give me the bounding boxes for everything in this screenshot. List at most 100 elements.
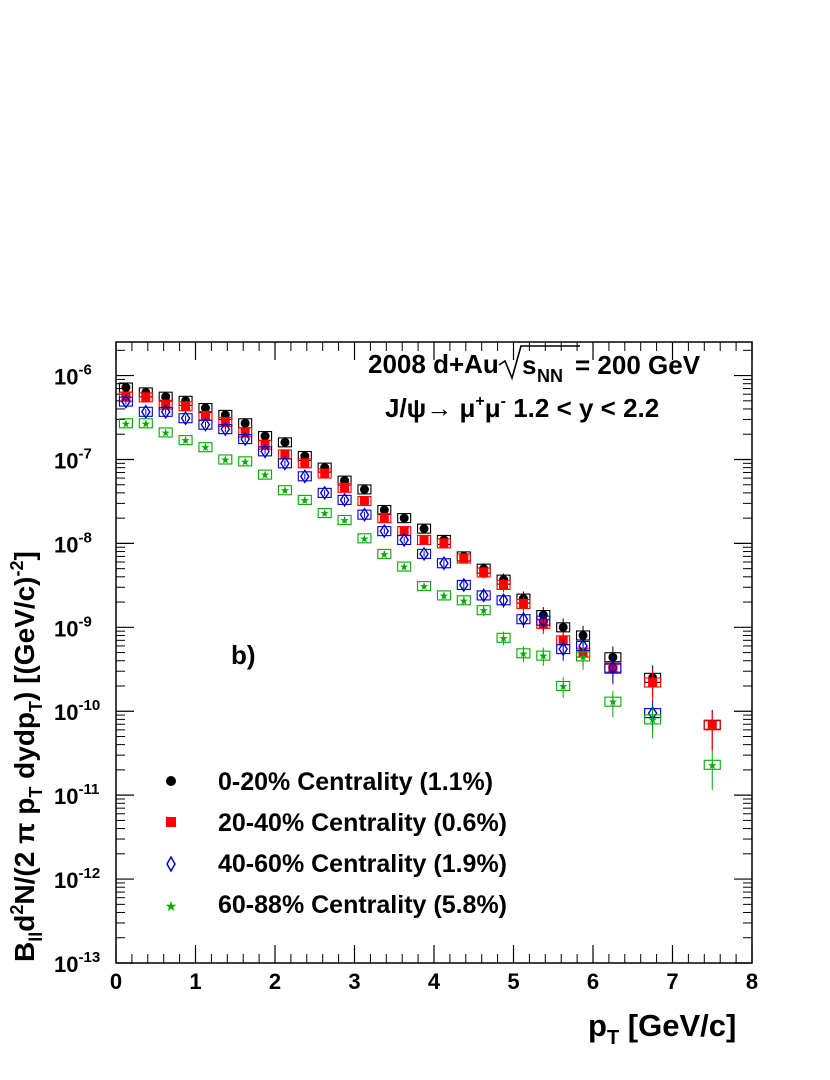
data-point — [200, 411, 210, 421]
x-tick-label: 6 — [587, 969, 599, 994]
systematic-box — [536, 650, 551, 661]
data-point: ★ — [519, 648, 529, 660]
data-point — [220, 421, 231, 437]
systematic-box — [516, 648, 531, 659]
data-point — [280, 456, 290, 471]
data-point: ★ — [340, 515, 350, 527]
y-tick-label: 10-13 — [54, 949, 100, 977]
data-point: ★ — [419, 581, 429, 593]
data-point — [538, 613, 549, 628]
systematic-box — [317, 507, 332, 519]
data-point: ★ — [320, 508, 330, 520]
data-point — [121, 383, 131, 393]
x-tick-label: 4 — [428, 969, 441, 994]
data-point — [379, 523, 390, 539]
data-point: ★ — [399, 562, 409, 574]
legend-entry-40-60: 40-60% Centrality (1.9%) — [166, 850, 507, 878]
systematic-box — [337, 494, 352, 505]
data-point: ★ — [439, 590, 449, 602]
x-tick-label: 7 — [666, 969, 678, 994]
data-point — [498, 593, 509, 608]
data-point — [280, 449, 290, 459]
systematic-box — [297, 471, 312, 482]
chart-title-sqrt: s — [522, 350, 536, 380]
legend-marker-diamond-icon — [166, 855, 176, 873]
data-point — [458, 577, 469, 593]
data-point — [399, 526, 409, 536]
data-point — [181, 401, 191, 411]
data-point — [359, 484, 369, 494]
data-point — [499, 580, 509, 590]
chart-title-line2: J/ψ→ μ+μ- 1.2 < y < 2.2 — [385, 393, 659, 423]
data-point: ★ — [141, 418, 151, 430]
data-point: ★ — [240, 456, 250, 468]
data-point: ★ — [558, 681, 568, 693]
data-point: ★ — [648, 714, 658, 726]
systematic-box — [138, 418, 153, 429]
data-point — [518, 611, 529, 627]
systematic-box — [436, 590, 451, 601]
data-point — [707, 720, 717, 730]
data-point: ★ — [379, 549, 389, 561]
data-point — [200, 403, 210, 413]
data-point — [439, 538, 449, 548]
data-point — [648, 678, 658, 688]
data-point — [180, 410, 191, 426]
systematic-box — [258, 469, 273, 480]
x-tick-label: 1 — [189, 969, 201, 994]
legend-marker-circle-icon — [166, 776, 176, 786]
systematic-box — [258, 446, 273, 457]
data-point — [459, 554, 469, 564]
systematic-box — [218, 454, 233, 465]
systematic-box — [556, 680, 571, 692]
legend-label-0-20: 0-20% Centrality (1.1%) — [218, 768, 493, 796]
data-point — [260, 431, 270, 441]
x-tick-label: 3 — [348, 969, 360, 994]
data-point — [141, 392, 151, 402]
data-point — [558, 641, 569, 657]
data-point — [121, 394, 131, 409]
data-point — [299, 469, 310, 484]
series-1 — [118, 382, 721, 751]
data-point: ★ — [181, 435, 191, 447]
y-tick-label: 10-10 — [54, 697, 100, 725]
systematic-box — [516, 614, 531, 625]
systematic-box — [297, 494, 312, 505]
series-3 — [118, 394, 662, 733]
y-tick-label: 10-12 — [54, 865, 100, 893]
systematic-box — [604, 696, 622, 707]
systematic-box — [377, 526, 392, 537]
legend-label-20-40: 20-40% Centrality (0.6%) — [218, 809, 507, 837]
y-tick-label: 10-11 — [54, 781, 99, 809]
systematic-box — [277, 485, 292, 496]
x-tick-label: 0 — [110, 969, 122, 994]
legend-label-60-88: 60-88% Centrality (5.8%) — [218, 891, 507, 919]
data-point — [359, 507, 370, 522]
systematic-box — [317, 487, 332, 498]
data-point — [161, 392, 171, 402]
data-point — [359, 496, 369, 506]
legend-entry-20-40: 20-40% Centrality (0.6%) — [166, 809, 507, 837]
systematic-box — [476, 605, 491, 616]
data-point — [439, 555, 449, 571]
data-point — [478, 588, 489, 603]
y-tick-label: 10-8 — [54, 529, 92, 557]
systematic-box — [337, 514, 352, 526]
chart-title-line1-suffix: = 200 GeV — [575, 350, 701, 380]
systematic-box — [556, 644, 571, 655]
systematic-box — [198, 419, 213, 430]
chart-title-line1: 2008 d+Au — [368, 349, 499, 379]
axis-ticks-layer: 0 1 2 3 4 5 6 7 8 10-6 10-7 10-8 10-9 10-10 10-11 10-12… — [54, 342, 758, 994]
systematic-box — [118, 418, 133, 429]
systematic-box — [604, 662, 622, 673]
legend-entry-60-88: ★ 60-88% Centrality (5.8%) — [165, 891, 507, 919]
systematic-box — [118, 396, 133, 407]
data-point — [160, 404, 171, 420]
chart-title-sqrt-sub: NN — [537, 366, 563, 386]
data-point — [419, 524, 429, 534]
data-series-layer: ★ ★ ★ ★ ★ ★ ★ ★ ★ ★ ★ ★ ★ ★ ★ ★ ★ ★ ★ ★ ★ ★ ★ ★ ★ ★ ★ — [118, 382, 721, 791]
systematic-box — [703, 759, 721, 770]
systematic-box — [178, 435, 193, 446]
panel-label: b) — [231, 640, 256, 670]
legend-marker-square-icon — [166, 817, 176, 827]
